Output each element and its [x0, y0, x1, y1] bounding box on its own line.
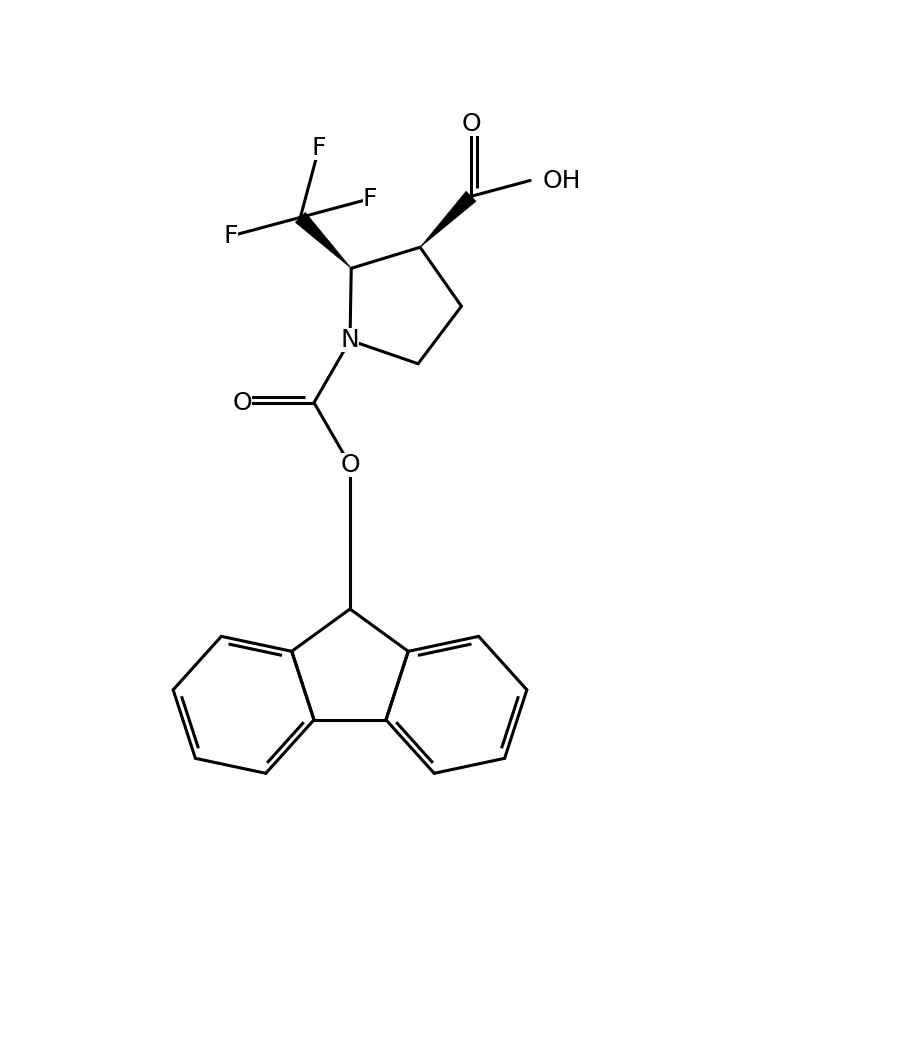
Text: F: F	[363, 187, 377, 211]
Text: N: N	[340, 329, 359, 352]
Text: O: O	[340, 453, 360, 477]
Text: F: F	[311, 136, 326, 160]
Polygon shape	[420, 192, 476, 247]
Polygon shape	[295, 213, 351, 268]
Text: OH: OH	[542, 168, 580, 193]
Text: O: O	[232, 390, 252, 415]
Text: O: O	[461, 113, 481, 136]
Text: F: F	[223, 225, 238, 248]
